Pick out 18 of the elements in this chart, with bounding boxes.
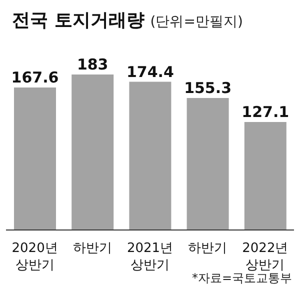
text: *자료=국토교통부: [192, 271, 292, 287]
bar: [72, 74, 114, 230]
x-tick-label: 2020년 상반기: [12, 241, 58, 273]
x-tick-label: 2022년 상반기: [242, 241, 288, 273]
x-tick-label: 하반기: [72, 241, 112, 256]
bar: [244, 122, 286, 230]
x-tick-label: 2021년 상반기: [126, 241, 174, 273]
x-tick-label: 하반기: [188, 241, 228, 256]
data-label: 167.6: [11, 68, 59, 87]
bar: [186, 98, 229, 230]
bar: [14, 88, 56, 230]
data-label: 127.1: [242, 102, 290, 121]
data-label: 155.3: [184, 78, 232, 97]
chart-title: 전국 토지거래량: [12, 10, 144, 31]
data-label: 183: [76, 55, 108, 74]
bar: [129, 82, 172, 230]
data-label: 174.4: [126, 62, 174, 81]
chart-subtitle: (단위=만필지): [150, 14, 243, 30]
